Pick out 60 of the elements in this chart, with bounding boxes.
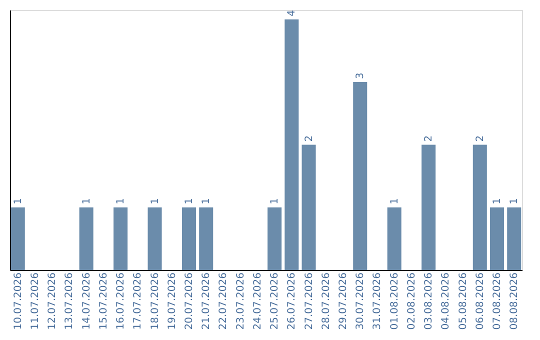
bar — [507, 207, 522, 270]
bar — [10, 207, 25, 270]
x-tick-label: 28.07.2026 — [320, 272, 332, 330]
x-tick-label: 15.07.2026 — [98, 272, 110, 330]
data-label: 1 — [509, 198, 520, 204]
bar — [472, 144, 487, 270]
data-label: 4 — [286, 10, 298, 16]
data-label: 3 — [355, 72, 366, 80]
x-tick-label: 05.08.2026 — [458, 272, 469, 330]
x-tick-label: 14.07.2026 — [81, 272, 92, 330]
x-tick-label: 19.07.2026 — [166, 272, 178, 330]
data-label: 1 — [184, 198, 195, 204]
x-tick-label: 27.07.2026 — [304, 272, 315, 330]
data-label: 2 — [474, 135, 486, 142]
x-tick-label: 02.08.2026 — [406, 272, 418, 330]
bar — [182, 207, 196, 270]
data-label: 1 — [116, 198, 127, 204]
data-label: 2 — [424, 135, 435, 142]
data-label: 2 — [304, 135, 315, 142]
data-label: 1 — [81, 198, 92, 204]
data-label: 1 — [270, 198, 281, 204]
bar — [353, 82, 368, 270]
x-tick-label: 29.07.2026 — [338, 272, 350, 330]
x-tick-label: 31.07.2026 — [372, 272, 384, 330]
bar — [199, 207, 214, 270]
data-label: 1 — [492, 198, 504, 204]
x-tick-label: 10.07.2026 — [12, 272, 24, 330]
data-label: 1 — [389, 198, 400, 204]
data-label: 1 — [150, 198, 161, 204]
bar — [302, 144, 316, 270]
x-tick-label: 08.08.2026 — [509, 272, 520, 330]
x-tick-label: 04.08.2026 — [440, 272, 452, 330]
data-label: 1 — [201, 198, 212, 204]
x-tick-label: 20.07.2026 — [184, 272, 195, 330]
x-tick-label: 06.08.2026 — [474, 272, 486, 330]
x-tick-label: 11.07.2026 — [30, 272, 41, 330]
x-tick-label: 21.07.2026 — [201, 272, 212, 330]
x-tick-label: 07.08.2026 — [492, 272, 504, 330]
bar — [490, 207, 504, 270]
x-tick-label: 12.07.2026 — [47, 272, 58, 330]
x-tick-label: 24.07.2026 — [252, 272, 264, 330]
x-tick-label: 18.07.2026 — [150, 272, 161, 330]
bar — [114, 207, 128, 270]
x-tick-label: 22.07.2026 — [218, 272, 230, 330]
x-tick-label: 03.08.2026 — [424, 272, 435, 330]
x-tick-label: 13.07.2026 — [64, 272, 76, 330]
bar — [422, 144, 436, 270]
bar — [284, 19, 299, 270]
bar — [148, 207, 162, 270]
x-tick-label: 25.07.2026 — [270, 272, 281, 330]
data-label: 1 — [12, 198, 24, 204]
x-tick-label: 23.07.2026 — [235, 272, 246, 330]
bar — [268, 207, 282, 270]
x-tick-label: 16.07.2026 — [116, 272, 127, 330]
x-tick-label: 01.08.2026 — [389, 272, 400, 330]
x-tick-label: 17.07.2026 — [132, 272, 144, 330]
x-tick-label: 26.07.2026 — [286, 272, 298, 330]
bar — [387, 207, 402, 270]
x-tick-label: 30.07.2026 — [355, 272, 366, 330]
bar — [79, 207, 94, 270]
